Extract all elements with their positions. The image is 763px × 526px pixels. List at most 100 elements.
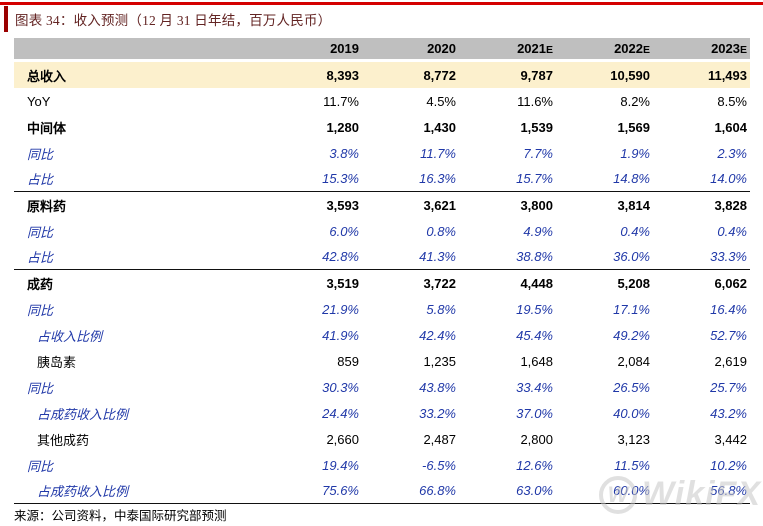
row-label: 胰岛素	[37, 354, 77, 370]
cell-value: 2,487	[423, 431, 456, 447]
table-row: YoY 11.7% 4.5% 11.6% 8.2% 8.5%	[14, 88, 750, 114]
row-label: 占成药收入比例	[37, 406, 129, 422]
table-row: 胰岛素 859 1,235 1,648 2,084 2,619	[14, 348, 750, 374]
table-body: 总收入 8,393 8,772 9,787 10,590 11,493 YoY 11.7% 4.…	[14, 62, 750, 504]
cell-value: 10,590	[610, 67, 650, 83]
cell-value: 8.2%	[620, 93, 650, 109]
cell-value: 3,123	[617, 431, 650, 447]
cell-value: 1,430	[423, 119, 456, 135]
table-row: 中间体 1,280 1,430 1,539 1,569 1,604	[14, 114, 750, 140]
cell-value: 42.4%	[419, 327, 456, 343]
row-label: 原料药	[27, 198, 67, 214]
cell-value: 11,493	[707, 67, 747, 83]
cell-value: 1.9%	[620, 145, 650, 161]
cell-value: 4.5%	[426, 93, 456, 109]
row-label: 同比	[27, 458, 54, 474]
source-note: 来源：公司资料，中泰国际研究部预测	[14, 509, 227, 523]
cell-value: 15.3%	[322, 171, 359, 186]
cell-value: 49.2%	[613, 327, 650, 343]
cell-value: 37.0%	[516, 405, 553, 421]
cell-value: 10.2%	[710, 457, 747, 473]
row-label: 占收入比例	[37, 328, 103, 344]
cell-value: 2,660	[326, 431, 359, 447]
cell-value: 17.1%	[613, 301, 650, 317]
cell-value: 16.3%	[419, 171, 456, 186]
row-label: 总收入	[27, 68, 67, 84]
cell-value: 1,280	[326, 119, 359, 135]
table-row: 同比 3.8% 11.7% 7.7% 1.9% 2.3%	[14, 140, 750, 166]
cell-value: 38.8%	[516, 249, 553, 264]
revenue-forecast-table: 2019 2020 2021E 2022E 2023E 总收入 8,393 8,772 9,7…	[14, 38, 750, 504]
cell-value: 8,393	[326, 67, 359, 83]
cell-value: 25.7%	[710, 379, 747, 395]
cell-value: 41.3%	[419, 249, 456, 264]
cell-value: 30.3%	[322, 379, 359, 395]
row-label: 占成药收入比例	[37, 484, 129, 499]
row-label: 同比	[27, 302, 54, 318]
cell-value: 2.3%	[717, 145, 747, 161]
row-label: 同比	[27, 224, 54, 240]
cell-value: 0.4%	[717, 223, 747, 239]
cell-value: 33.4%	[516, 379, 553, 395]
cell-value: 11.7%	[323, 93, 359, 109]
table-row: 其他成药 2,660 2,487 2,800 3,123 3,442	[14, 426, 750, 452]
table-row: 占成药收入比例 75.6% 66.8% 63.0% 60.0% 56.8%	[14, 478, 750, 504]
row-label: 占比	[27, 250, 54, 265]
header-year-2019: 2019	[330, 41, 359, 56]
cell-value: 24.4%	[322, 405, 359, 421]
row-label: YoY	[27, 93, 51, 109]
cell-value: 52.7%	[710, 327, 747, 343]
cell-value: 41.9%	[322, 327, 359, 343]
table-row: 同比 30.3% 43.8% 33.4% 26.5% 25.7%	[14, 374, 750, 400]
cell-value: 14.0%	[710, 171, 747, 186]
cell-value: 2,619	[714, 353, 747, 369]
table-row: 同比 6.0% 0.8% 4.9% 0.4% 0.4%	[14, 218, 750, 244]
cell-value: 8,772	[423, 67, 456, 83]
cell-value: 1,235	[423, 353, 456, 369]
cell-value: 36.0%	[613, 249, 650, 264]
cell-value: 3,593	[326, 197, 359, 213]
cell-value: 33.2%	[419, 405, 456, 421]
cell-value: 1,604	[714, 119, 747, 135]
header-year-2022e: 2022E	[614, 41, 650, 56]
table-row: 成药 3,519 3,722 4,448 5,208 6,062	[14, 270, 750, 296]
cell-value: 3,442	[714, 431, 747, 447]
cell-value: 859	[337, 353, 359, 369]
cell-value: 0.8%	[426, 223, 456, 239]
cell-value: 3,722	[423, 275, 456, 291]
table-row: 原料药 3,593 3,621 3,800 3,814 3,828	[14, 192, 750, 218]
table-row: 占比 15.3% 16.3% 15.7% 14.8% 14.0%	[14, 166, 750, 192]
cell-value: 11.6%	[517, 93, 553, 109]
cell-value: 3,814	[617, 197, 650, 213]
table-row: 同比 21.9% 5.8% 19.5% 17.1% 16.4%	[14, 296, 750, 322]
header-year-2020: 2020	[427, 41, 456, 56]
cell-value: 7.7%	[523, 145, 553, 161]
cell-value: 1,569	[617, 119, 650, 135]
cell-value: 8.5%	[717, 93, 747, 109]
cell-value: 11.5%	[614, 457, 650, 473]
top-accent-line	[0, 2, 763, 5]
cell-value: 40.0%	[613, 405, 650, 421]
row-label: 占比	[27, 172, 54, 187]
cell-value: 3,800	[520, 197, 553, 213]
row-label: 同比	[27, 146, 54, 162]
cell-value: 6.0%	[329, 223, 359, 239]
cell-value: 12.6%	[516, 457, 553, 473]
cell-value: 56.8%	[710, 483, 747, 498]
cell-value: 19.5%	[516, 301, 553, 317]
cell-value: 3.8%	[329, 145, 359, 161]
table-row: 同比 19.4% -6.5% 12.6% 11.5% 10.2%	[14, 452, 750, 478]
cell-value: 33.3%	[710, 249, 747, 264]
cell-value: 0.4%	[620, 223, 650, 239]
cell-value: 15.7%	[516, 171, 553, 186]
table-row: 总收入 8,393 8,772 9,787 10,590 11,493	[14, 62, 750, 88]
cell-value: 4.9%	[523, 223, 553, 239]
cell-value: 26.5%	[613, 379, 650, 395]
cell-value: 16.4%	[710, 301, 747, 317]
cell-value: 66.8%	[419, 483, 456, 498]
cell-value: 2,800	[520, 431, 553, 447]
table-row: 占成药收入比例 24.4% 33.2% 37.0% 40.0% 43.2%	[14, 400, 750, 426]
cell-value: 75.6%	[322, 483, 359, 498]
table-row: 占收入比例 41.9% 42.4% 45.4% 49.2% 52.7%	[14, 322, 750, 348]
cell-value: 3,621	[423, 197, 456, 213]
